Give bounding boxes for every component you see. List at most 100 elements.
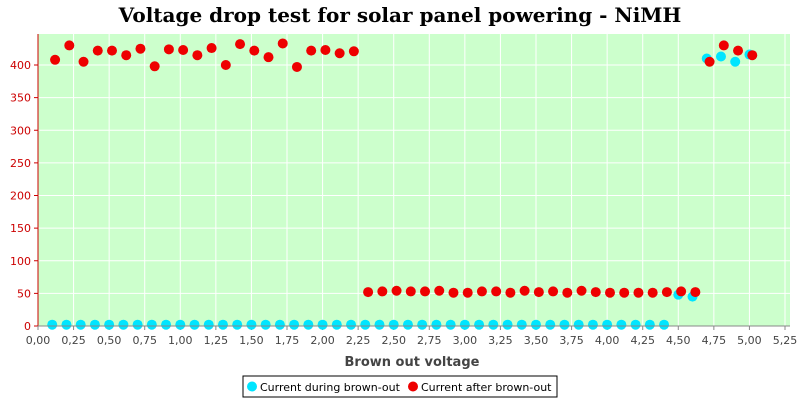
point-current-during xyxy=(303,319,314,330)
x-tick-label: 3,25 xyxy=(488,334,513,347)
point-current-after xyxy=(277,38,288,49)
x-tick-label: 2,75 xyxy=(417,334,442,347)
point-current-after xyxy=(647,287,658,298)
y-tick-label: 100 xyxy=(10,255,31,268)
point-current-after xyxy=(704,56,715,67)
x-tick-label: 5,25 xyxy=(773,334,798,347)
x-tick-label: 1,25 xyxy=(204,334,229,347)
x-tick-label: 0,00 xyxy=(26,334,51,347)
point-current-during xyxy=(75,319,86,330)
x-tick-label: 2,50 xyxy=(381,334,406,347)
point-current-after xyxy=(235,39,246,50)
point-current-during xyxy=(331,319,342,330)
point-current-during xyxy=(317,319,328,330)
point-current-during xyxy=(189,319,200,330)
point-current-after xyxy=(334,48,345,59)
x-tick-label: 1,50 xyxy=(239,334,264,347)
point-current-after xyxy=(64,40,75,51)
legend-label-current-after: Current after brown-out xyxy=(421,381,552,394)
point-current-after xyxy=(192,50,203,61)
point-current-after xyxy=(733,45,744,56)
point-current-after xyxy=(348,46,359,57)
x-tick-label: 4,00 xyxy=(595,334,620,347)
point-current-during xyxy=(644,319,655,330)
x-tick-label: 3,75 xyxy=(559,334,584,347)
point-current-during xyxy=(630,319,641,330)
x-tick-label: 2,25 xyxy=(346,334,371,347)
point-current-after xyxy=(491,286,502,297)
x-tick-label: 3,50 xyxy=(524,334,549,347)
point-current-during xyxy=(47,319,58,330)
x-tick-label: 0,75 xyxy=(132,334,157,347)
point-current-after xyxy=(690,287,701,298)
point-current-during xyxy=(602,319,613,330)
legend-marker-current-after xyxy=(408,381,418,392)
point-current-during xyxy=(715,51,726,62)
x-tick-label: 4,75 xyxy=(702,334,727,347)
point-current-after xyxy=(78,56,89,67)
point-current-after xyxy=(533,287,544,298)
y-tick-label: 200 xyxy=(10,190,31,203)
point-current-during xyxy=(132,319,143,330)
x-tick-label: 0,50 xyxy=(97,334,122,347)
point-current-during xyxy=(146,319,157,330)
point-current-after xyxy=(149,61,160,72)
point-current-after xyxy=(263,52,274,63)
point-current-during xyxy=(545,319,556,330)
point-current-during xyxy=(118,319,129,330)
legend-box xyxy=(242,375,558,398)
point-current-after xyxy=(405,286,416,297)
point-current-during xyxy=(445,319,456,330)
point-current-during xyxy=(104,319,115,330)
point-current-during xyxy=(659,319,670,330)
point-current-during xyxy=(531,319,541,330)
point-current-during xyxy=(61,319,72,330)
point-current-after xyxy=(291,61,302,72)
point-current-after xyxy=(747,50,758,61)
point-current-after xyxy=(604,287,615,298)
point-current-after xyxy=(562,287,573,298)
point-current-during xyxy=(573,319,584,330)
point-current-during xyxy=(161,319,172,330)
x-tick-label: 4,50 xyxy=(666,334,691,347)
x-tick-label: 2,00 xyxy=(310,334,335,347)
point-current-during xyxy=(417,319,428,330)
point-current-after xyxy=(391,285,402,296)
y-tick-label: 50 xyxy=(17,287,31,300)
point-current-after xyxy=(676,286,687,297)
point-current-after xyxy=(363,287,374,298)
point-current-after xyxy=(163,44,174,55)
point-current-during xyxy=(402,319,413,330)
x-tick-label: 3,00 xyxy=(453,334,478,347)
point-current-during xyxy=(431,319,442,330)
y-tick-label: 250 xyxy=(10,157,31,170)
x-axis-ticks: 0,00 0,25 0,50 0,75 1,00 1,25 1,50 1,75 2,00 2,25… xyxy=(26,326,798,347)
point-current-during xyxy=(730,56,741,67)
y-axis-ticks: 0 50 100 150 200 250 300 350 400 xyxy=(10,59,38,333)
point-current-after xyxy=(476,286,487,297)
point-current-after xyxy=(633,287,644,298)
y-tick-label: 400 xyxy=(10,59,31,72)
point-current-after xyxy=(619,287,630,298)
point-current-during xyxy=(232,319,243,330)
point-current-after xyxy=(121,50,132,61)
x-axis-title: Brown out voltage xyxy=(345,355,480,370)
point-current-during xyxy=(175,319,186,330)
point-current-after xyxy=(462,287,473,298)
point-current-during xyxy=(388,319,399,330)
chart-title: Voltage drop test for solar panel poweri… xyxy=(118,3,682,27)
y-tick-label: 300 xyxy=(10,124,31,137)
legend-label-current-during: Current during brown-out xyxy=(260,381,401,394)
point-current-after xyxy=(50,54,61,65)
point-current-after xyxy=(206,43,217,54)
point-current-after xyxy=(420,286,431,297)
point-current-during xyxy=(260,319,271,330)
point-current-during xyxy=(374,319,385,330)
point-current-after xyxy=(178,44,189,55)
y-tick-label: 0 xyxy=(24,320,31,333)
point-current-after xyxy=(448,287,459,298)
point-current-after xyxy=(661,287,672,298)
x-tick-label: 5,00 xyxy=(737,334,762,347)
y-tick-label: 150 xyxy=(10,222,31,235)
point-current-after xyxy=(718,40,729,51)
